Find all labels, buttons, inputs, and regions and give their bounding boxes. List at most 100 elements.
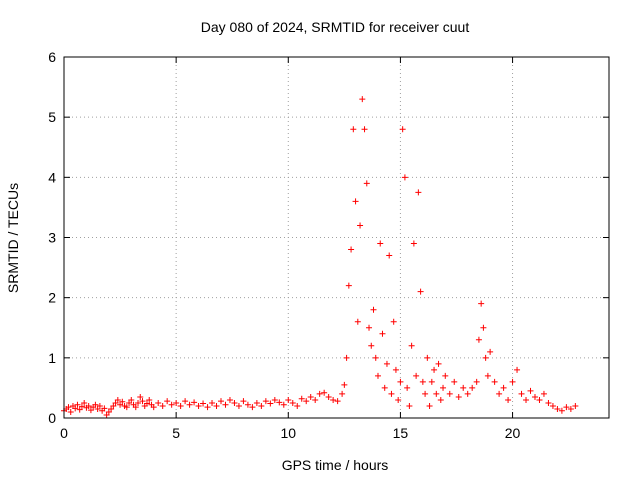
data-point bbox=[132, 404, 139, 411]
data-point bbox=[433, 390, 440, 397]
data-point bbox=[491, 378, 498, 385]
data-point bbox=[345, 282, 352, 289]
data-point bbox=[139, 398, 146, 405]
data-point bbox=[316, 390, 323, 397]
data-point bbox=[480, 324, 487, 331]
data-point bbox=[422, 390, 429, 397]
data-point bbox=[103, 411, 110, 418]
data-point bbox=[469, 384, 476, 391]
data-point bbox=[370, 306, 377, 313]
data-point bbox=[112, 399, 119, 406]
x-tick-label: 15 bbox=[393, 425, 409, 441]
data-point bbox=[383, 360, 390, 367]
data-point bbox=[123, 404, 130, 411]
data-point bbox=[334, 398, 341, 405]
data-point bbox=[262, 398, 269, 405]
data-point bbox=[235, 402, 242, 409]
data-point bbox=[325, 393, 332, 400]
data-point bbox=[226, 396, 233, 403]
data-point bbox=[500, 384, 507, 391]
data-point bbox=[404, 384, 411, 391]
data-point bbox=[406, 402, 413, 409]
data-point bbox=[397, 378, 404, 385]
data-point bbox=[496, 390, 503, 397]
data-point bbox=[540, 390, 547, 397]
data-point bbox=[419, 378, 426, 385]
data-point bbox=[381, 384, 388, 391]
data-point bbox=[294, 402, 301, 409]
data-point bbox=[368, 342, 375, 349]
data-point bbox=[435, 360, 442, 367]
data-point bbox=[195, 402, 202, 409]
data-point bbox=[101, 405, 108, 412]
data-point bbox=[523, 396, 530, 403]
data-point bbox=[377, 240, 384, 247]
data-point bbox=[289, 399, 296, 406]
data-point bbox=[222, 401, 229, 408]
data-point bbox=[341, 381, 348, 388]
data-point bbox=[173, 399, 180, 406]
data-point bbox=[558, 407, 565, 414]
data-point bbox=[567, 405, 574, 412]
data-point bbox=[217, 398, 224, 405]
data-point bbox=[426, 402, 433, 409]
data-point bbox=[374, 372, 381, 379]
x-tick-label: 0 bbox=[60, 425, 68, 441]
data-point bbox=[150, 404, 157, 411]
data-point bbox=[146, 396, 153, 403]
data-point bbox=[285, 396, 292, 403]
data-point bbox=[350, 126, 357, 133]
data-point bbox=[464, 390, 471, 397]
data-point bbox=[303, 398, 310, 405]
data-point bbox=[231, 399, 238, 406]
x-axis-label: GPS time / hours bbox=[282, 457, 389, 473]
data-point bbox=[85, 402, 92, 409]
data-point bbox=[76, 406, 83, 413]
y-tick-label: 6 bbox=[48, 49, 56, 65]
data-point bbox=[137, 393, 144, 400]
data-point bbox=[280, 401, 287, 408]
data-point bbox=[442, 372, 449, 379]
data-point bbox=[505, 396, 512, 403]
data-point bbox=[78, 403, 85, 410]
data-point bbox=[446, 390, 453, 397]
data-point bbox=[105, 408, 112, 415]
data-point bbox=[424, 354, 431, 361]
data-point bbox=[200, 400, 207, 407]
data-point bbox=[572, 402, 579, 409]
data-point bbox=[312, 396, 319, 403]
y-tick-label: 1 bbox=[48, 350, 56, 366]
y-tick-label: 5 bbox=[48, 109, 56, 125]
data-point bbox=[244, 401, 251, 408]
data-point bbox=[372, 354, 379, 361]
data-point bbox=[117, 401, 124, 408]
data-point bbox=[177, 402, 184, 409]
data-point bbox=[428, 378, 435, 385]
data-point bbox=[417, 288, 424, 295]
y-tick-label: 0 bbox=[48, 410, 56, 426]
y-tick-labels: 0 1 2 3 4 5 6 bbox=[48, 49, 56, 426]
data-point bbox=[357, 222, 364, 229]
data-point bbox=[213, 402, 220, 409]
data-point bbox=[108, 405, 115, 412]
data-point bbox=[65, 404, 72, 411]
data-point bbox=[119, 398, 126, 405]
data-point bbox=[74, 401, 81, 408]
data-point bbox=[487, 348, 494, 355]
x-tick-labels: 0 5 10 15 20 bbox=[60, 425, 520, 441]
data-point bbox=[460, 384, 467, 391]
data-point bbox=[298, 395, 305, 402]
data-point bbox=[249, 404, 256, 411]
data-point bbox=[410, 240, 417, 247]
data-point bbox=[379, 330, 386, 337]
data-point bbox=[159, 402, 166, 409]
data-point bbox=[267, 400, 274, 407]
data-point bbox=[554, 405, 561, 412]
x-tick-label: 10 bbox=[280, 425, 296, 441]
data-point bbox=[514, 366, 521, 373]
data-point bbox=[361, 126, 368, 133]
data-point bbox=[518, 390, 525, 397]
data-point bbox=[94, 405, 101, 412]
data-point bbox=[527, 387, 534, 394]
